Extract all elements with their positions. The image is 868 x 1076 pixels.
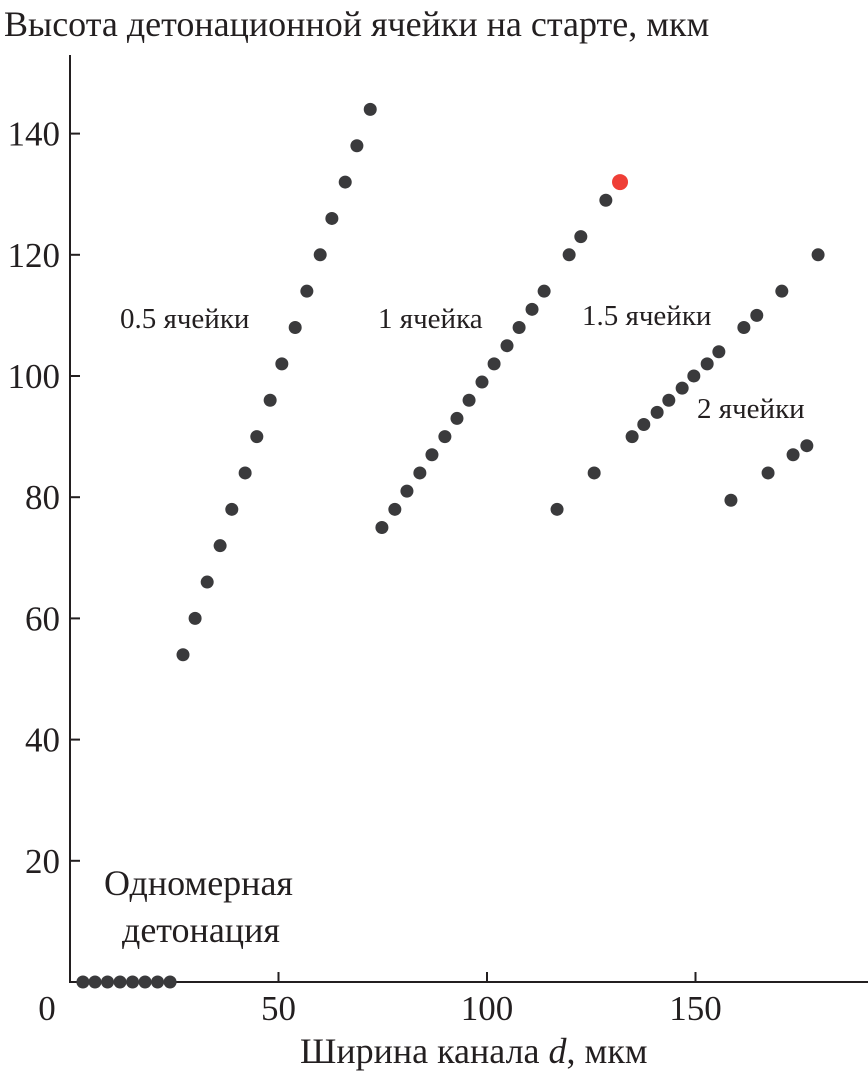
data-point-series-1 [462, 393, 476, 407]
annotation-2-cells: 2 ячейки [697, 393, 805, 425]
data-point-series-1 [599, 193, 613, 207]
data-point-series-0 [176, 648, 190, 662]
data-point-series-3 [625, 430, 639, 444]
x-axis-label-var: d [549, 1031, 568, 1071]
data-point-series-1 [562, 248, 576, 262]
data-point-series-3 [750, 308, 764, 322]
x-tick-label: 150 [669, 989, 722, 1028]
data-point-series-3 [775, 284, 789, 298]
data-point-series-3 [811, 248, 825, 262]
annotation-0.5-cells: 0.5 ячейки [120, 303, 249, 335]
data-point-series-1 [438, 430, 452, 444]
data-point-series-5 [113, 975, 127, 989]
y-tick-label: 80 [25, 478, 60, 517]
data-point-series-0 [363, 102, 377, 116]
y-tick-label: 60 [25, 599, 60, 638]
data-point-series-3 [637, 417, 651, 431]
data-point-series-4 [724, 493, 738, 507]
data-point-series-1 [512, 321, 526, 335]
x-axis-label-prefix: Ширина канала [300, 1031, 549, 1071]
y-tick-label: 120 [8, 236, 61, 275]
y-tick-label: 40 [25, 721, 60, 760]
annotation-1.5-cells: 1.5 ячейки [582, 300, 711, 332]
data-point-series-1 [537, 284, 551, 298]
data-point-series-0 [188, 611, 202, 625]
x-tick-label: 100 [461, 989, 514, 1028]
data-point-series-5 [138, 975, 152, 989]
y-tick-label: 20 [25, 842, 60, 881]
annotation-1d-line1: Одномерная [104, 863, 293, 903]
data-point-series-3 [550, 502, 564, 516]
data-point-series-1 [525, 302, 539, 316]
data-point-series-1 [450, 411, 464, 425]
data-point-series-0 [213, 539, 227, 553]
x-axis-label-suffix: , мкм [567, 1031, 648, 1071]
data-point-series-3 [700, 357, 714, 371]
data-point-series-3 [737, 321, 751, 335]
data-point-series-0 [350, 139, 364, 153]
data-point-series-5 [163, 975, 177, 989]
data-point-series-0 [225, 502, 239, 516]
y-tick-label: 100 [8, 357, 61, 396]
data-point-series-1 [425, 448, 439, 462]
data-point-series-4 [800, 439, 814, 453]
x-tick-label: 50 [261, 989, 296, 1028]
data-point-series-0 [325, 211, 339, 225]
y-axis-label: Высота детонационной ячейки на старте, м… [4, 4, 709, 44]
x-tick-label: 0 [38, 989, 56, 1028]
data-point-series-0 [313, 248, 327, 262]
data-point-series-1 [388, 502, 402, 516]
data-point-series-1 [500, 339, 514, 353]
annotation-1-cell: 1 ячейка [378, 303, 483, 335]
annotation-1d-line2: детонация [122, 910, 280, 950]
data-point-series-5 [126, 975, 140, 989]
highlighted-data-point [612, 174, 629, 191]
data-point-series-1 [487, 357, 501, 371]
data-point-series-4 [761, 466, 775, 480]
data-point-series-4 [786, 448, 800, 462]
data-point-series-3 [650, 405, 664, 419]
data-point-series-3 [587, 466, 601, 480]
data-point-series-0 [200, 575, 214, 589]
data-point-series-5 [88, 975, 102, 989]
data-point-series-3 [662, 393, 676, 407]
data-point-series-1 [413, 466, 427, 480]
data-point-series-0 [263, 393, 277, 407]
y-tick-label: 140 [8, 115, 61, 154]
data-point-series-1 [574, 230, 588, 244]
data-point-series-0 [300, 284, 314, 298]
data-point-series-0 [338, 175, 352, 189]
data-point-series-3 [675, 381, 689, 395]
data-point-series-0 [275, 357, 289, 371]
x-axis-label: Ширина канала d, мкм [300, 1031, 648, 1071]
data-point-series-5 [101, 975, 115, 989]
data-point-series-0 [288, 321, 302, 335]
data-point-series-0 [238, 466, 252, 480]
data-point-series-1 [400, 484, 414, 498]
data-point-series-5 [151, 975, 165, 989]
data-point-series-3 [687, 369, 701, 383]
data-point-series-5 [76, 975, 90, 989]
data-point-series-0 [250, 430, 264, 444]
data-point-series-3 [712, 345, 726, 359]
data-point-series-1 [475, 375, 489, 389]
data-point-series-1 [375, 521, 389, 534]
